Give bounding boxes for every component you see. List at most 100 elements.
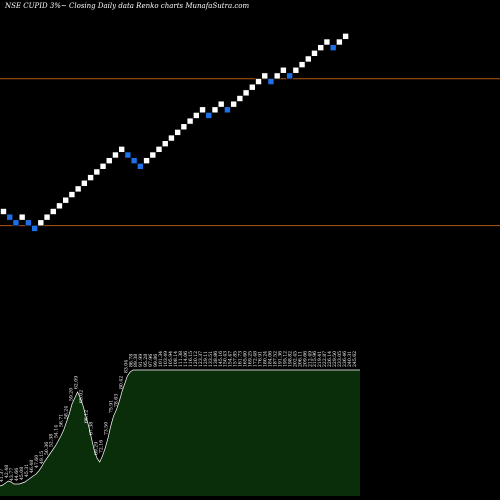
renko-brick-up	[112, 151, 119, 159]
price-label: 47.60	[34, 455, 40, 468]
price-labels: 41.37 42.48 43.77 44.66 45.08 45.31 46.48 47.60…	[0, 351, 358, 482]
renko-brick-up	[49, 208, 57, 215]
price-label: 184.06	[267, 351, 273, 367]
renko-brick-down	[12, 219, 20, 227]
price-label: 161.73	[238, 351, 244, 367]
price-label: 49.15	[39, 451, 45, 464]
renko-brick-up	[211, 106, 219, 114]
price-label: 198.82	[287, 351, 293, 367]
renko-brick-up	[99, 163, 107, 170]
price-label: 89.38	[133, 354, 139, 367]
renko-brick-up	[280, 66, 287, 74]
price-label: 212.49	[307, 351, 313, 367]
renko-brick-up	[230, 100, 237, 108]
renko-brick-up	[143, 157, 150, 164]
renko-brick-up	[311, 49, 318, 57]
price-label: 56.71	[59, 414, 65, 427]
renko-brick-up	[236, 95, 244, 102]
renko-brick-up	[242, 89, 250, 97]
price-label: 226.14	[327, 351, 333, 367]
renko-brick-up	[93, 168, 101, 176]
chart-title: NSE CUPID 3%~ Closing Daily data Renko c…	[4, 2, 249, 10]
price-label: 180.24	[263, 351, 269, 367]
price-label: 42.48	[4, 465, 10, 478]
price-label: 157.85	[233, 351, 239, 367]
renko-brick-up	[149, 151, 157, 159]
price-label: 206.11	[297, 351, 303, 367]
renko-brick-down	[224, 106, 231, 114]
renko-brick-up	[62, 196, 70, 204]
price-label: 80.42	[118, 376, 124, 389]
price-label: 45.31	[24, 464, 30, 477]
price-label: 43.77	[9, 468, 15, 481]
renko-brick-up	[168, 134, 175, 142]
renko-brick-up	[323, 38, 331, 46]
renko-brick-up	[255, 78, 262, 85]
renko-brick-up	[18, 213, 26, 221]
volume-area-fill	[0, 370, 360, 496]
renko-brick-up	[193, 112, 200, 119]
price-label: 245.62	[352, 351, 358, 367]
price-label: 222.87	[322, 351, 328, 367]
renko-brick-down	[205, 112, 213, 119]
price-label: 240.31	[347, 351, 353, 367]
price-label: 91.99	[138, 354, 144, 367]
price-label: 72.16	[98, 440, 104, 453]
renko-brick-up	[180, 123, 188, 131]
price-label: 219.41	[317, 351, 323, 367]
renko-brick-up	[87, 174, 94, 181]
renko-brick-up	[292, 66, 300, 74]
renko-brick-up	[304, 55, 312, 63]
price-label: 69.29	[93, 442, 99, 455]
price-label: 114.06	[183, 351, 189, 367]
price-label: 101.34	[158, 351, 164, 367]
renko-brick-up	[81, 179, 88, 187]
price-label: 123.37	[198, 351, 204, 367]
renko-brick-up	[0, 208, 7, 215]
renko-brick-up	[56, 202, 63, 210]
renko-brick-up	[199, 106, 206, 114]
renko-brick-down	[329, 44, 337, 51]
renko-brick-down	[286, 72, 293, 80]
price-label: 116.15	[188, 351, 194, 367]
price-label: 150.43	[223, 351, 229, 367]
price-label: 65.02	[79, 390, 85, 403]
renko-brick-down	[137, 163, 144, 170]
renko-brick-up	[261, 72, 269, 80]
renko-brick-down	[25, 219, 32, 227]
renko-brick-up	[174, 129, 181, 136]
renko-brick-up	[186, 117, 194, 125]
price-label: 97.96	[148, 354, 154, 367]
price-label: 191.36	[277, 351, 283, 367]
price-label: 58.24	[64, 406, 70, 419]
price-label: 215.96	[312, 351, 318, 367]
price-label: 75.91	[108, 400, 114, 413]
renko-brick-down	[31, 225, 38, 232]
price-label: 86.78	[128, 354, 134, 367]
price-label: 176.91	[258, 351, 264, 367]
price-label: 50.36	[44, 442, 50, 455]
renko-brick-down	[6, 213, 14, 221]
volume-area	[0, 369, 360, 496]
price-label: 195.12	[282, 351, 288, 367]
price-label: 169.25	[248, 351, 254, 367]
renko-brick-up	[217, 100, 225, 108]
volume-area-edge	[0, 369, 360, 487]
renko-brick-down	[124, 151, 132, 159]
price-label: 236.46	[342, 351, 348, 367]
price-label: 44.66	[14, 468, 20, 481]
price-label: 172.48	[253, 351, 259, 367]
price-label: 154.47	[228, 351, 234, 367]
price-label: 233.05	[337, 351, 343, 367]
renko-brick-up	[43, 213, 51, 221]
price-label: 78.63	[113, 394, 119, 407]
price-label: 62.09	[74, 376, 80, 389]
price-label: 120.12	[193, 351, 199, 367]
renko-brick-up	[317, 44, 325, 51]
price-label: 73.50	[103, 422, 109, 435]
price-label: 99.86	[153, 354, 159, 367]
price-label: 46.48	[29, 460, 35, 473]
renko-bricks	[0, 33, 349, 232]
